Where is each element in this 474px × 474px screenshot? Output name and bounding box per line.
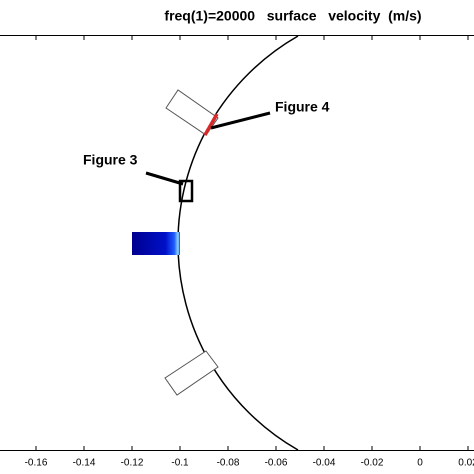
x-tick-label: -0.08: [217, 458, 240, 469]
x-tick-label: -0.16: [25, 458, 48, 469]
x-tick-label: -0.06: [265, 458, 288, 469]
annotation: Figure 3: [83, 152, 138, 168]
annotation: Figure 4: [275, 99, 330, 115]
figure4-pointer: [210, 111, 271, 130]
figure3-box: [178, 179, 194, 203]
velocity-region: [132, 232, 180, 255]
figure3-pointer: [145, 171, 184, 186]
red-surface: [203, 113, 219, 136]
x-tick-label: -0.04: [313, 458, 336, 469]
x-tick-label: -0.14: [73, 458, 96, 469]
x-tick-label: -0.02: [361, 458, 384, 469]
x-tick-label: 0.02: [458, 458, 474, 469]
x-tick-label: 0: [417, 458, 423, 469]
x-tick-label: -0.12: [121, 458, 144, 469]
upper-transducer: [165, 89, 219, 136]
x-axis: -0.16 -0.14 -0.12 -0.1 -0.08 -0.06 -0.04 -0.02 0…: [25, 36, 474, 469]
chart-title: freq(1)=20000 surface velocity (m/s): [164, 8, 421, 24]
x-tick-label: -0.1: [171, 458, 189, 469]
lower-transducer: [164, 350, 219, 396]
